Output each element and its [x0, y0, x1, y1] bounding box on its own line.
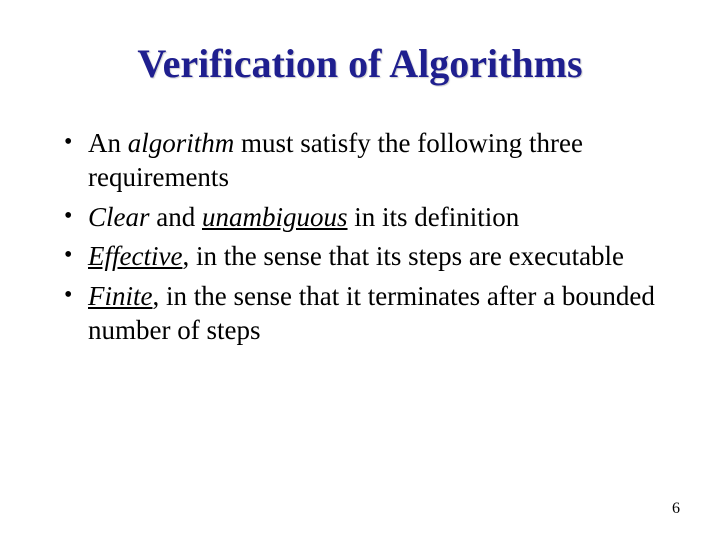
bullet-emph: Clear	[88, 202, 150, 232]
bullet-emph: Effective	[88, 241, 182, 271]
slide-title: Verification of Algorithms	[50, 40, 670, 87]
bullet-text: , in the sense that it terminates after …	[88, 281, 655, 345]
list-item: An algorithm must satisfy the following …	[60, 127, 670, 195]
bullet-list: An algorithm must satisfy the following …	[50, 127, 670, 348]
list-item: Clear and unambiguous in its definition	[60, 201, 670, 235]
bullet-text-prefix: An	[88, 128, 128, 158]
bullet-text: , in the sense that its steps are execut…	[182, 241, 624, 271]
list-item: Finite, in the sense that it terminates …	[60, 280, 670, 348]
bullet-text: and	[150, 202, 202, 232]
bullet-emph: Finite	[88, 281, 152, 311]
bullet-text: in its definition	[348, 202, 520, 232]
bullet-emph: unambiguous	[202, 202, 348, 232]
slide-container: Verification of Algorithms An algorithm …	[0, 0, 720, 540]
bullet-emph: algorithm	[128, 128, 235, 158]
page-number: 6	[672, 500, 680, 518]
list-item: Effective, in the sense that its steps a…	[60, 240, 670, 274]
